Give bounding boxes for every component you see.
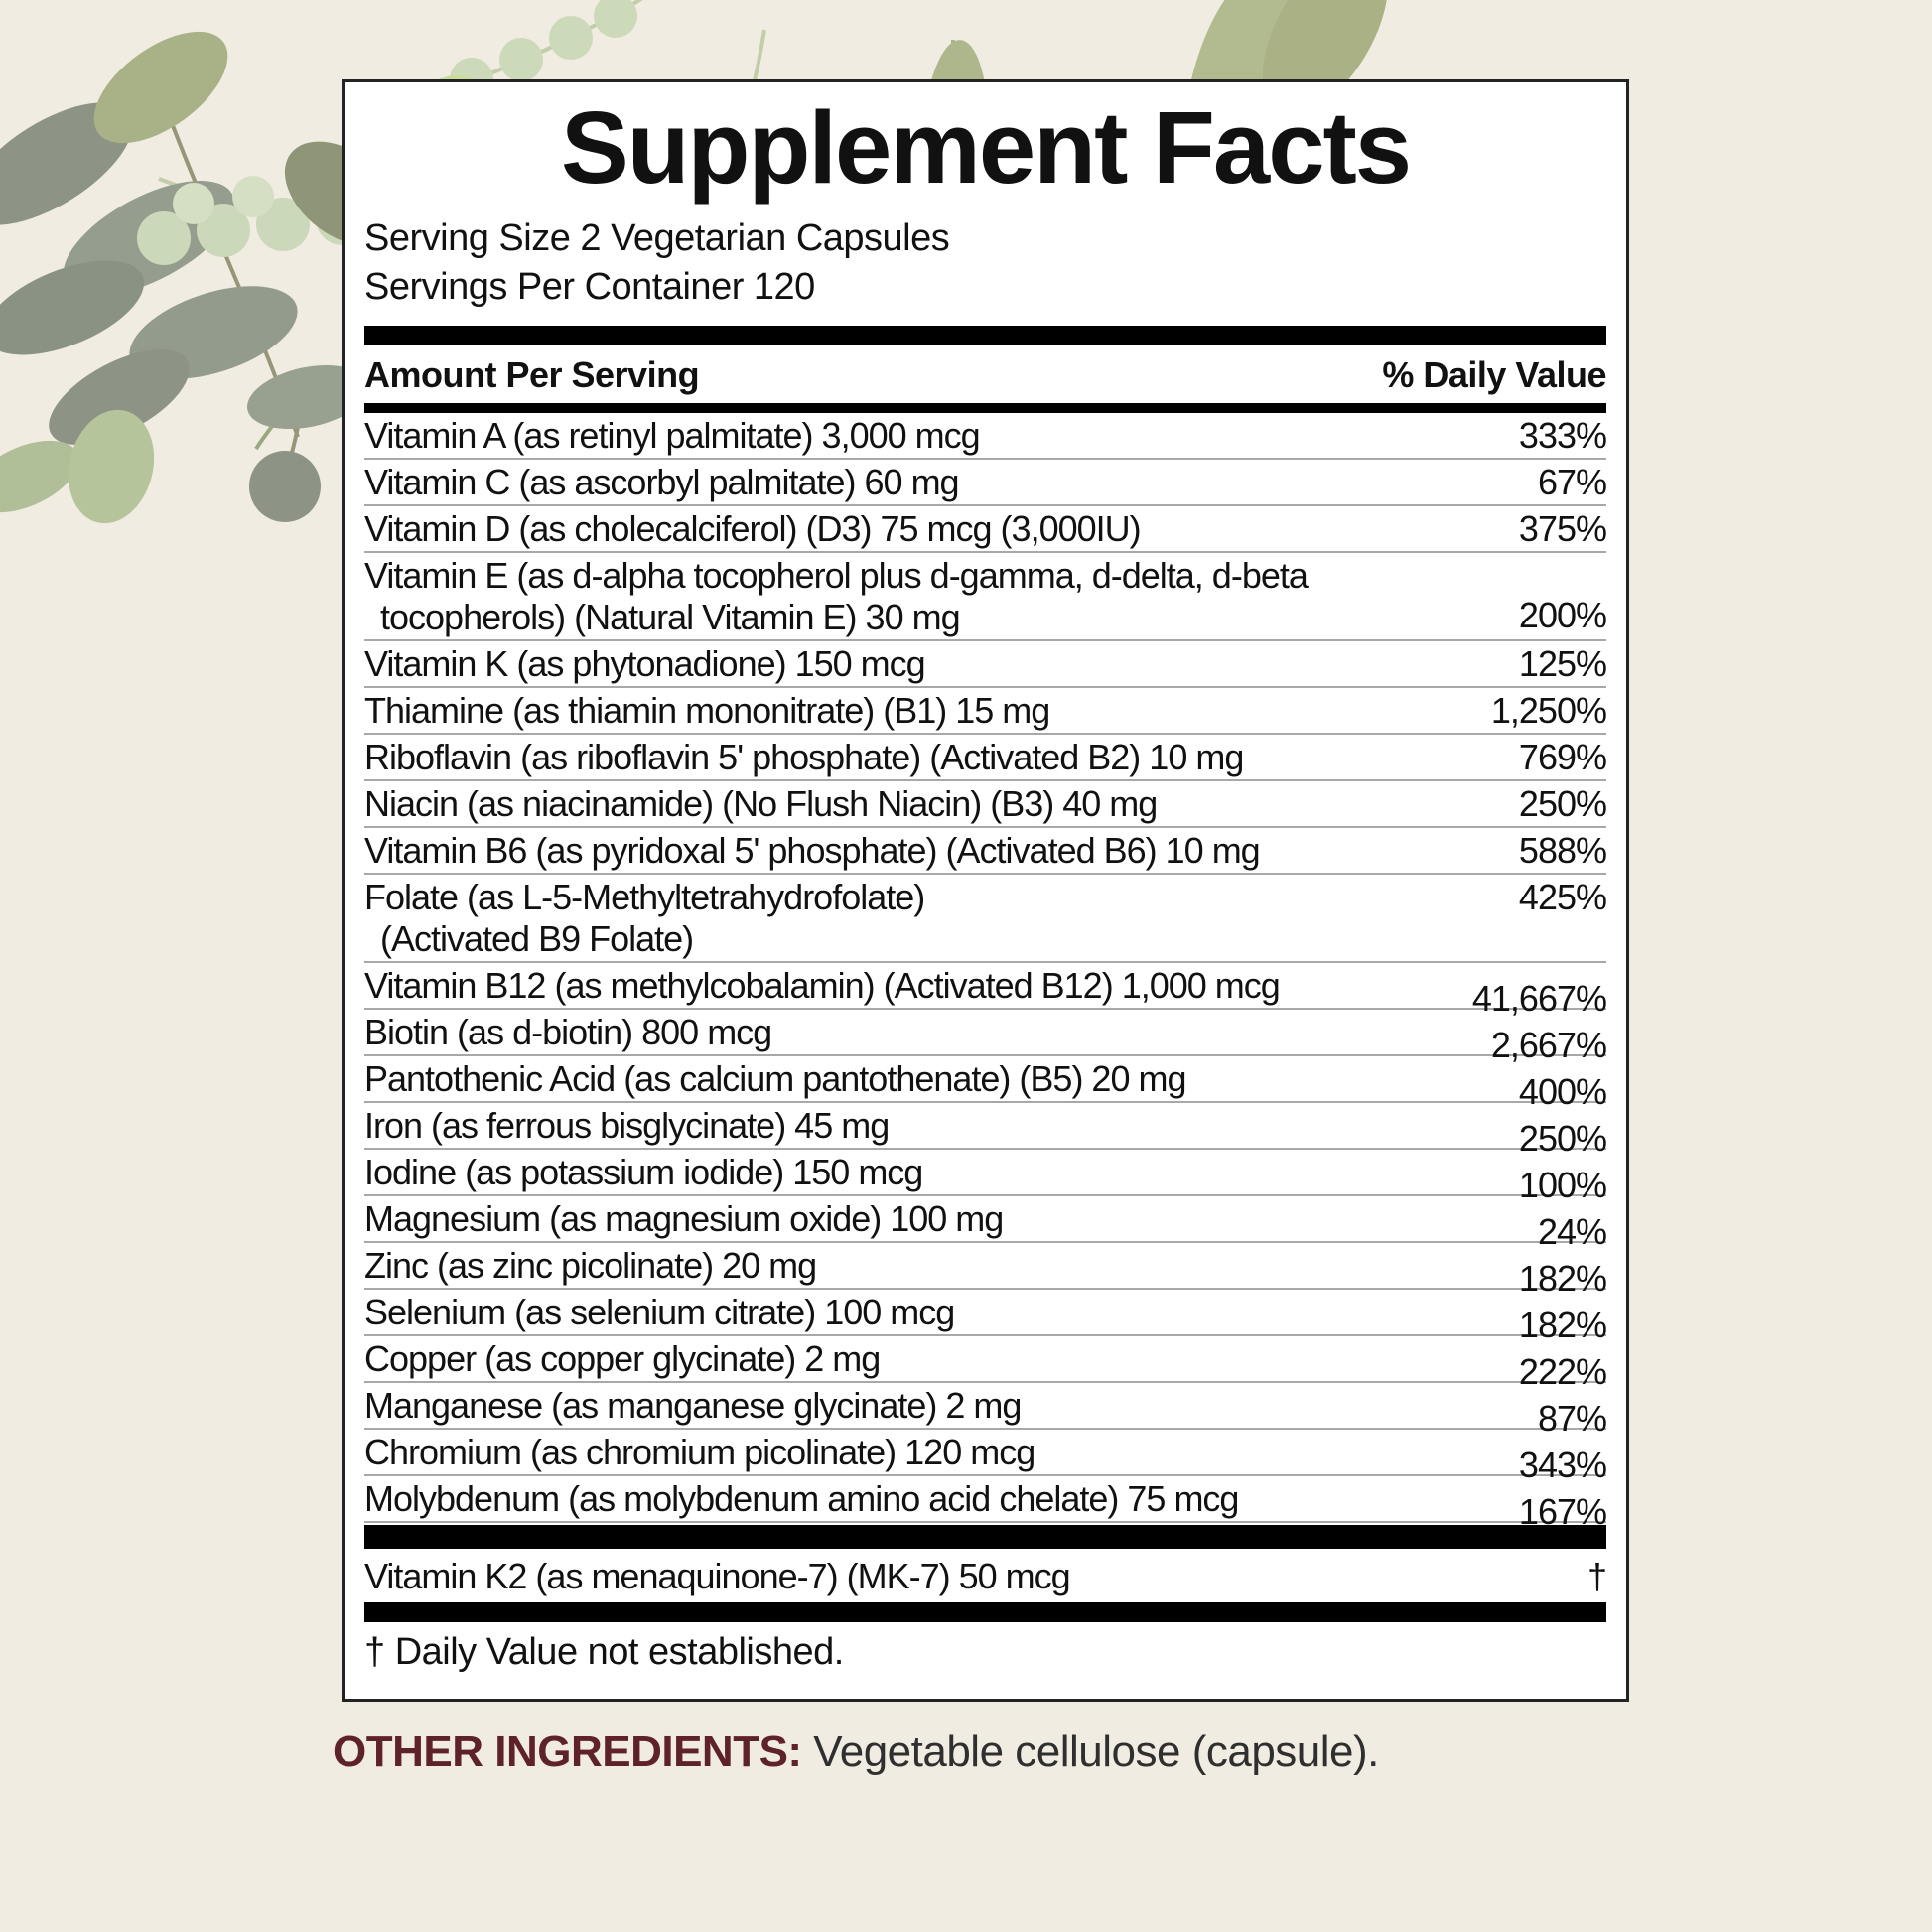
table-row: Vitamin B6 (as pyridoxal 5' phosphate) (… <box>364 828 1607 876</box>
daily-value: 1,250% <box>1490 690 1607 732</box>
ingredient-name: Vitamin B6 (as pyridoxal 5' phosphate) (… <box>364 830 1261 872</box>
supplement-facts-panel: Supplement Facts Serving Size 2 Vegetari… <box>342 79 1629 1702</box>
ingredient-name: Vitamin K2 (as menaquinone-7) (MK-7) 50 … <box>364 1556 1071 1597</box>
table-row: Zinc (as zinc picolinate) 20 mg 182% <box>364 1243 1607 1299</box>
daily-value: 425% <box>1518 877 1607 918</box>
panel-title: Supplement Facts <box>560 90 1412 205</box>
other-ingredients-label: OTHER INGREDIENTS: <box>333 1727 802 1776</box>
column-daily-value: % Daily Value <box>1382 354 1606 396</box>
daily-value: 250% <box>1518 1118 1607 1160</box>
ingredient-name: Thiamine (as thiamin mononitrate) (B1) 1… <box>364 690 1050 732</box>
ingredient-name: Copper (as copper glycinate) 2 mg <box>364 1338 881 1380</box>
ingredient-name: Pantothenic Acid (as calcium pantothenat… <box>364 1058 1186 1100</box>
table-row: Iodine (as potassium iodide) 150 mcg 100% <box>364 1150 1607 1205</box>
column-amount-per-serving: Amount Per Serving <box>364 354 700 396</box>
table-row: Iron (as ferrous bisglycinate) 45 mg 250% <box>364 1103 1607 1159</box>
table-row: Vitamin C (as ascorbyl palmitate) 60 mg 6… <box>364 460 1607 507</box>
ingredient-name: Iodine (as potassium iodide) 150 mcg <box>364 1152 923 1193</box>
other-ingredients-text: Vegetable cellulose (capsule). <box>801 1727 1379 1776</box>
daily-value: 24% <box>1537 1211 1607 1253</box>
ingredient-name: Chromium (as chromium picolinate) 120 mc… <box>364 1432 1035 1473</box>
daily-value: 2,667% <box>1490 1025 1607 1066</box>
divider-bar-section <box>364 1525 1606 1550</box>
table-row: Pantothenic Acid (as calcium pantothenat… <box>364 1056 1607 1112</box>
daily-value: 333% <box>1518 415 1607 457</box>
table-row: Riboflavin (as riboflavin 5' phosphate) … <box>364 735 1607 782</box>
table-row: Selenium (as selenium citrate) 100 mcg 18… <box>364 1290 1607 1345</box>
ingredient-name: Biotin (as d-biotin) 800 mcg <box>364 1012 772 1053</box>
table-row: Vitamin K (as phytonadione) 150 mcg 125% <box>364 641 1607 689</box>
ingredient-name: Folate (as L-5-Methyltetrahydrofolate) (A… <box>364 877 925 960</box>
ingredient-name: Vitamin E (as d-alpha tocopherol plus d-… <box>364 555 1309 638</box>
footnote: † Daily Value not established. <box>364 1631 844 1674</box>
ingredient-name: Zinc (as zinc picolinate) 20 mg <box>364 1245 817 1287</box>
daily-value: 250% <box>1518 783 1607 825</box>
table-row: Biotin (as d-biotin) 800 mcg 2,667% <box>364 1010 1607 1065</box>
servings-per-container: Servings Per Container 120 <box>364 266 815 309</box>
ingredient-name: Riboflavin (as riboflavin 5' phosphate) … <box>364 737 1244 778</box>
daily-value: 41,667% <box>1471 978 1607 1020</box>
daily-value: 222% <box>1518 1351 1607 1393</box>
table-row: Chromium (as chromium picolinate) 120 mc… <box>364 1430 1607 1485</box>
table-row: Molybdenum (as molybdenum amino acid che… <box>364 1476 1607 1532</box>
table-row: Vitamin K2 (as menaquinone-7) (MK-7) 50 … <box>364 1549 1607 1602</box>
ingredient-name: Vitamin D (as cholecalciferol) (D3) 75 m… <box>364 508 1142 550</box>
ingredient-name: Vitamin A (as retinyl palmitate) 3,000 m… <box>364 415 981 457</box>
ingredient-name: Manganese (as manganese glycinate) 2 mg <box>364 1385 1022 1427</box>
daily-value: 125% <box>1518 643 1607 685</box>
daily-value: 67% <box>1537 462 1607 503</box>
daily-value: 400% <box>1518 1071 1607 1113</box>
table-row: Folate (as L-5-Methyltetrahydrofolate) (A… <box>364 875 1607 964</box>
daily-value: 375% <box>1518 508 1607 550</box>
daily-value: 167% <box>1518 1491 1607 1533</box>
daily-value: 769% <box>1518 737 1607 778</box>
table-row: Niacin (as niacinamide) (No Flush Niacin… <box>364 781 1607 829</box>
table-row: Magnesium (as magnesium oxide) 100 mg 24% <box>364 1196 1607 1252</box>
ingredient-name: Molybdenum (as molybdenum amino acid che… <box>364 1478 1239 1520</box>
daily-value: 100% <box>1518 1165 1607 1206</box>
ingredient-name: Vitamin B12 (as methylcobalamin) (Activa… <box>364 965 1281 1007</box>
daily-value: 182% <box>1518 1305 1607 1346</box>
table-row: Vitamin A (as retinyl palmitate) 3,000 m… <box>364 413 1607 461</box>
daily-value: 343% <box>1518 1445 1607 1486</box>
other-ingredients: OTHER INGREDIENTS: Vegetable cellulose (… <box>333 1727 1379 1777</box>
table-row: Vitamin B12 (as methylcobalamin) (Activa… <box>364 963 1607 1019</box>
ingredient-name: Vitamin K (as phytonadione) 150 mcg <box>364 643 926 685</box>
column-header-row: Amount Per Serving % Daily Value <box>364 345 1606 403</box>
ingredient-name: Vitamin C (as ascorbyl palmitate) 60 mg <box>364 462 960 503</box>
ingredient-name: Magnesium (as magnesium oxide) 100 mg <box>364 1198 1004 1240</box>
table-row: Vitamin D (as cholecalciferol) (D3) 75 m… <box>364 506 1607 554</box>
divider-bar-header <box>364 403 1606 414</box>
ingredient-name: Selenium (as selenium citrate) 100 mcg <box>364 1292 955 1333</box>
table-row: Manganese (as manganese glycinate) 2 mg 8… <box>364 1383 1607 1439</box>
nutrient-rows: Vitamin A (as retinyl palmitate) 3,000 m… <box>364 413 1607 1532</box>
serving-size: Serving Size 2 Vegetarian Capsules <box>364 217 950 260</box>
table-row: Thiamine (as thiamin mononitrate) (B1) 1… <box>364 688 1607 736</box>
daily-value: 588% <box>1518 830 1607 872</box>
daily-value: 200% <box>1518 595 1607 636</box>
daily-value: 87% <box>1537 1398 1607 1440</box>
ingredient-name: Iron (as ferrous bisglycinate) 45 mg <box>364 1105 890 1147</box>
daily-value: † <box>1587 1556 1607 1597</box>
ingredient-name: Niacin (as niacinamide) (No Flush Niacin… <box>364 783 1158 825</box>
daily-value: 182% <box>1518 1258 1607 1300</box>
table-row: Copper (as copper glycinate) 2 mg 222% <box>364 1336 1607 1392</box>
divider-bar-top <box>364 326 1606 346</box>
divider-bar-bottom <box>364 1602 1606 1623</box>
table-row: Vitamin E (as d-alpha tocopherol plus d-… <box>364 553 1607 642</box>
